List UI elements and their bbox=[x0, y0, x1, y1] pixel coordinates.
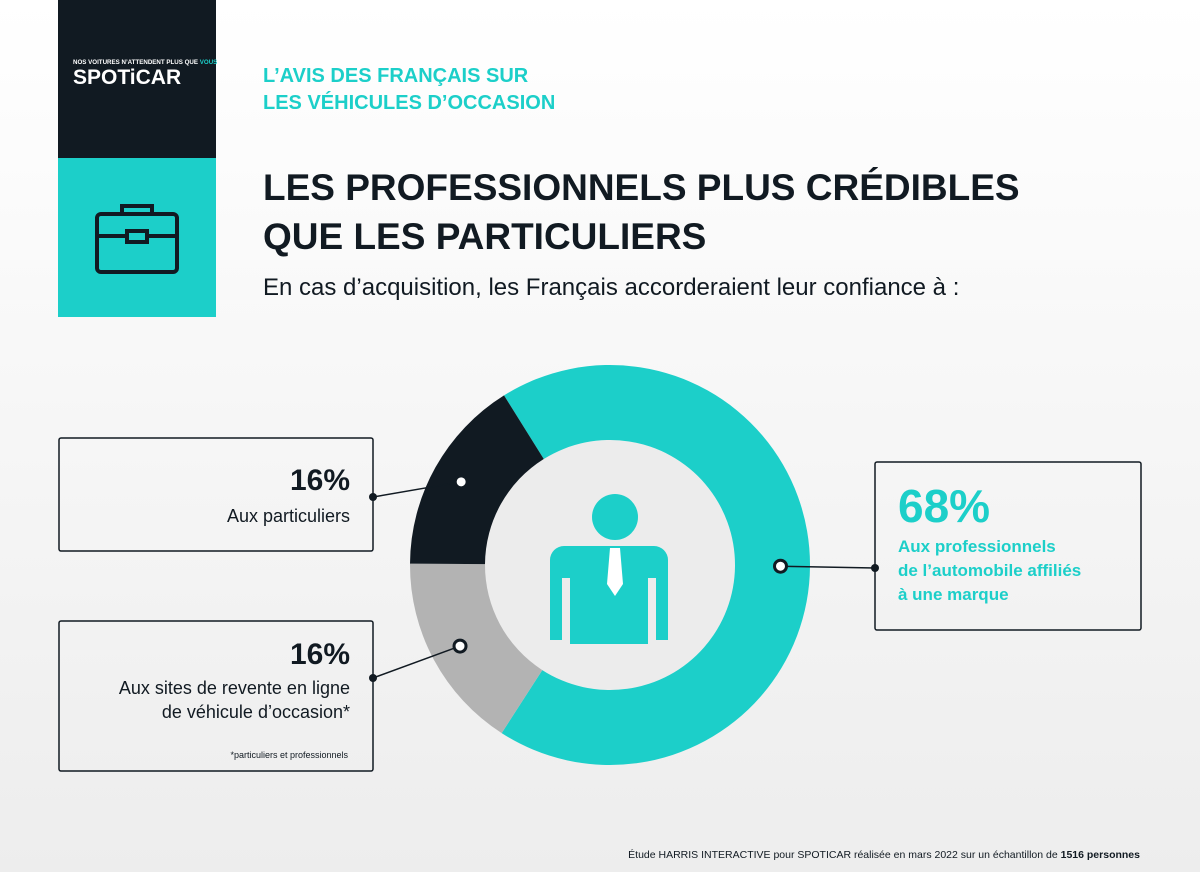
value-label: 16% bbox=[290, 638, 350, 671]
slice-marker bbox=[452, 638, 468, 654]
tagline-accent: VOUS bbox=[200, 59, 218, 66]
category-label: Aux particuliers bbox=[227, 506, 350, 526]
slice-marker bbox=[453, 474, 469, 490]
value-label: 16% bbox=[290, 464, 350, 497]
label-box bbox=[874, 461, 1142, 631]
icon-panel bbox=[58, 158, 216, 317]
category-label: à une marque bbox=[898, 585, 1009, 604]
tagline: NOS VOITURES N’ATTENDENT PLUS QUE bbox=[73, 59, 198, 66]
slice-marker bbox=[772, 558, 788, 574]
value-label: 68% bbox=[898, 480, 990, 532]
briefcase-icon bbox=[95, 204, 179, 274]
source-emphasis: 1516 personnes bbox=[1061, 849, 1141, 861]
category-label: de l’automobile affiliés bbox=[898, 561, 1081, 580]
kicker: L’AVIS DES FRANÇAIS SUR bbox=[263, 65, 529, 87]
leader-line bbox=[372, 481, 462, 498]
person-icon bbox=[550, 494, 668, 644]
leader-line bbox=[372, 645, 461, 679]
donut-slice bbox=[410, 563, 543, 734]
title: QUE LES PARTICULIERS bbox=[263, 216, 706, 257]
leader-line bbox=[780, 565, 876, 569]
title: LES PROFESSIONNELS PLUS CRÉDIBLES bbox=[263, 167, 1020, 208]
category-label: Aux professionnels bbox=[898, 537, 1056, 556]
donut-slice bbox=[410, 395, 544, 565]
leader-dot bbox=[369, 493, 377, 501]
leader-dot bbox=[369, 674, 377, 682]
source: Étude HARRIS INTERACTIVE pour SPOTICAR r… bbox=[628, 848, 1140, 861]
kicker: LES VÉHICULES D’OCCASION bbox=[263, 91, 555, 114]
brand-panel bbox=[58, 0, 216, 158]
subtitle: En cas d’acquisition, les Français accor… bbox=[263, 274, 959, 301]
brand-logo: SPOTiCAR bbox=[73, 66, 181, 89]
category-label: Aux sites de revente en ligne bbox=[119, 678, 350, 698]
brand-tagline: NOS VOITURES N’ATTENDENT PLUS QUE VOUS bbox=[73, 59, 217, 66]
leader-dot bbox=[871, 564, 879, 572]
footnote: *particuliers et professionnels bbox=[230, 750, 348, 760]
category-label: de véhicule d’occasion* bbox=[162, 702, 350, 722]
label-box bbox=[58, 620, 374, 772]
donut-slice bbox=[501, 365, 810, 765]
source-text: Étude HARRIS INTERACTIVE pour SPOTICAR r… bbox=[628, 848, 1058, 861]
